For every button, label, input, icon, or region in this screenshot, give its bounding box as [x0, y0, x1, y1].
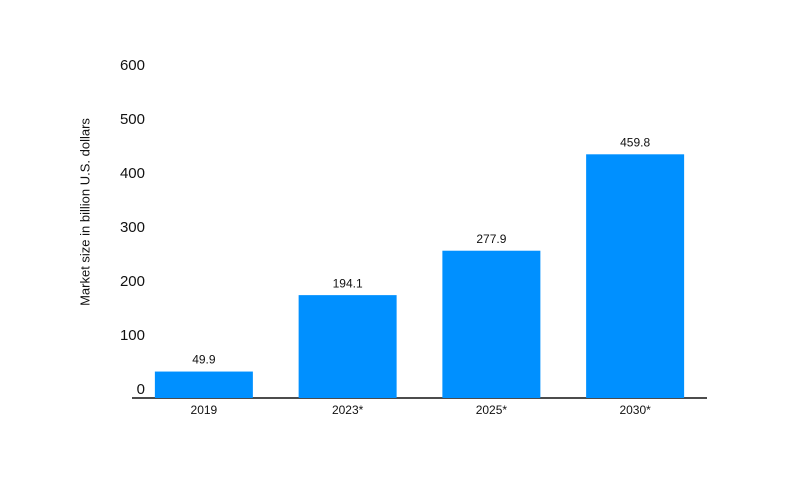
x-tick-label: 2025* [476, 403, 508, 417]
y-axis-title: Market size in billion U.S. dollars [77, 118, 92, 306]
y-tick-label: 500 [120, 111, 145, 128]
value-label: 459.8 [620, 135, 650, 149]
x-tick-label: 2030* [619, 403, 651, 417]
y-tick-label: 100 [120, 327, 145, 344]
y-tick-label: 400 [120, 165, 145, 182]
value-label: 194.1 [333, 276, 363, 290]
y-tick-label: 0 [137, 381, 145, 398]
y-tick-label: 600 [120, 57, 145, 74]
bar [298, 295, 397, 398]
x-tick-label: 2023* [332, 403, 364, 417]
x-tick-label: 2019 [191, 403, 218, 417]
y-tick-label: 300 [120, 219, 145, 236]
value-label: 277.9 [476, 232, 506, 246]
value-label: 49.9 [192, 353, 216, 367]
y-tick-label: 200 [120, 273, 145, 290]
bar [442, 250, 541, 398]
bar [154, 371, 253, 398]
bar [586, 154, 685, 398]
